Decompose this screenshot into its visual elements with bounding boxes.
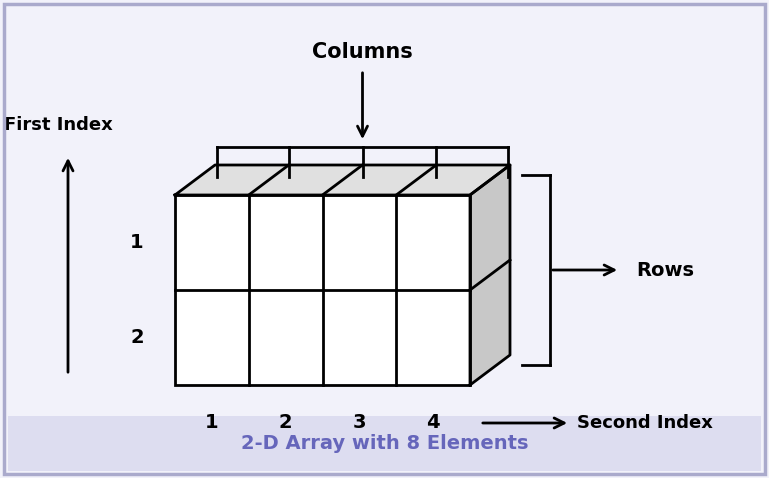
Polygon shape	[175, 165, 510, 195]
Text: 1: 1	[130, 233, 144, 252]
Text: 2-D Array with 8 Elements: 2-D Array with 8 Elements	[241, 434, 528, 453]
Text: Columns: Columns	[312, 42, 413, 62]
Text: Rows: Rows	[636, 261, 694, 280]
Text: 2: 2	[279, 413, 292, 433]
Bar	[175, 195, 470, 385]
Text: 4: 4	[426, 413, 440, 433]
Text: Second Index: Second Index	[577, 414, 713, 432]
Text: 2: 2	[130, 328, 144, 347]
Text: First Index: First Index	[4, 116, 112, 134]
Text: 1: 1	[205, 413, 218, 433]
Bar	[8, 416, 761, 471]
Text: 3: 3	[353, 413, 366, 433]
Polygon shape	[470, 165, 510, 385]
